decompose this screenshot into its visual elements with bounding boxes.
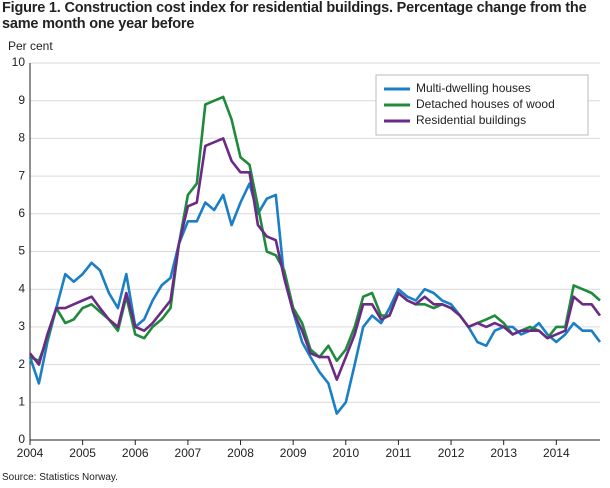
y-axis-label: Per cent: [8, 39, 53, 53]
x-tick-label: 2006: [122, 446, 149, 460]
x-tick-label: 2007: [175, 446, 202, 460]
y-tick-label: 9: [18, 93, 25, 107]
chart: Per cent 0 1 2 3 4 5 6 7 8 9 10 2004 2005 2006 2007 200…: [8, 39, 602, 460]
data-line: [29, 95, 601, 363]
y-tick-label: 1: [18, 394, 25, 408]
legend-box: [375, 74, 589, 136]
legend-label: Multi-dwelling houses: [416, 81, 531, 95]
y-tick-label: 8: [18, 131, 25, 145]
data-line: [28, 137, 602, 381]
x-tick-label: 2004: [17, 446, 44, 460]
x-tick-label: 2010: [332, 446, 359, 460]
x-tick-label: 2005: [69, 446, 96, 460]
legend-label: Residential buildings: [416, 113, 526, 127]
y-tick-label: 7: [18, 168, 25, 182]
y-tick-label: 5: [18, 244, 25, 258]
x-tick-label: 2009: [280, 446, 307, 460]
source-note: Source: Statistics Norway.: [2, 472, 118, 483]
x-tick-label: 2013: [490, 446, 517, 460]
x-tick-label: 2014: [543, 446, 570, 460]
data-line: [28, 182, 602, 415]
y-tick-label: 0: [18, 432, 25, 446]
chart-title: Figure 1. Construction cost index for re…: [2, 0, 587, 32]
x-tick-label: 2008: [227, 446, 254, 460]
y-tick-label: 2: [18, 357, 25, 371]
y-tick-label: 6: [18, 206, 25, 220]
legend-label: Detached houses of wood: [416, 97, 555, 111]
x-tick-label: 2011: [386, 446, 412, 460]
x-tick-label: 2012: [438, 446, 465, 460]
y-tick-label: 4: [18, 281, 25, 295]
y-tick-label: 10: [12, 55, 26, 69]
y-tick-label: 3: [18, 319, 25, 333]
